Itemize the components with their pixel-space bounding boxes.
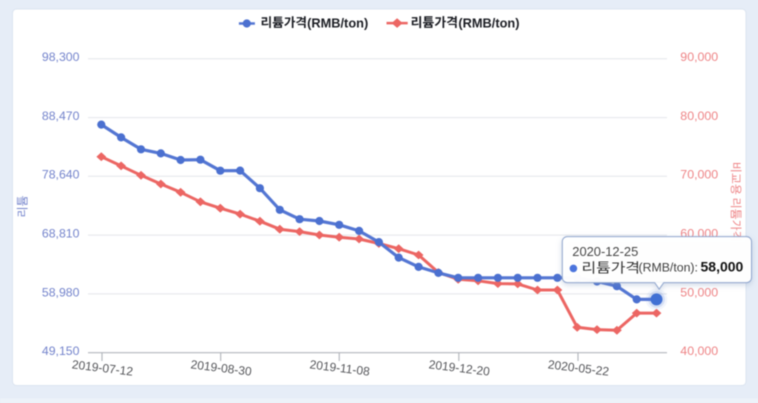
svg-text:58,980: 58,980 xyxy=(42,285,80,299)
svg-text:50,000: 50,000 xyxy=(680,285,718,299)
svg-text:78,640: 78,640 xyxy=(42,168,80,182)
svg-text:70,000: 70,000 xyxy=(680,168,718,182)
svg-text:40,000: 40,000 xyxy=(680,344,718,358)
svg-text:(RMB/ton):: (RMB/ton): xyxy=(639,260,698,274)
svg-text:(RMB/ton): (RMB/ton) xyxy=(458,16,519,31)
svg-text:90,000: 90,000 xyxy=(680,50,718,64)
svg-text:2020-12-25: 2020-12-25 xyxy=(572,244,638,259)
svg-text:80,000: 80,000 xyxy=(680,109,718,123)
svg-text:49,150: 49,150 xyxy=(42,344,80,358)
svg-text:98,300: 98,300 xyxy=(42,50,80,64)
svg-text:68,810: 68,810 xyxy=(42,227,80,241)
svg-text:58,000: 58,000 xyxy=(701,258,744,274)
svg-text:88,470: 88,470 xyxy=(42,109,80,123)
svg-text:(RMB/ton): (RMB/ton) xyxy=(307,16,368,31)
